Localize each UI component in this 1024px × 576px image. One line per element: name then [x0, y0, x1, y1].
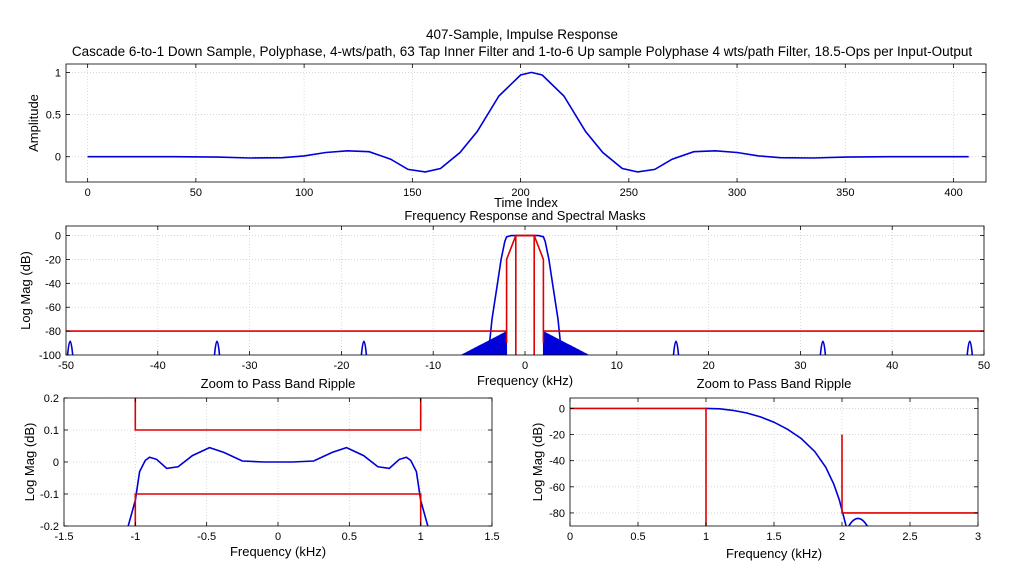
x-tick-label: 1 [703, 531, 709, 543]
y-tick-label: -40 [549, 456, 565, 468]
y-axis-label: Log Mag (dB) [18, 251, 33, 330]
x-tick-label: 50 [190, 187, 202, 199]
y-tick-label: -40 [45, 278, 61, 290]
sidelobe-group [360, 340, 368, 355]
plot-area [127, 398, 429, 526]
x-tick-label: 0.5 [342, 531, 357, 543]
sidelobe-group [66, 340, 74, 355]
y-tick-label: -80 [549, 508, 565, 520]
y-tick-label: -0.1 [40, 489, 59, 501]
x-tick-label: -10 [425, 360, 441, 372]
panel-title: Zoom to Pass Band Ripple [201, 376, 356, 391]
x-tick-label: 400 [944, 187, 962, 199]
spectral-skirt [542, 331, 589, 355]
x-axis-label: Frequency (kHz) [726, 546, 822, 561]
x-tick-label: 200 [511, 187, 529, 199]
x-tick-label: 350 [836, 187, 854, 199]
x-tick-label: 0 [567, 531, 573, 543]
x-tick-label: 150 [403, 187, 421, 199]
panel-title: Zoom to Pass Band Ripple [697, 376, 852, 391]
y-tick-label: 0 [55, 231, 61, 243]
sidelobe-group [213, 340, 221, 355]
x-tick-label: 1 [418, 531, 424, 543]
y-tick-label: 0.5 [46, 110, 61, 122]
x-axis-label: Time Index [494, 195, 558, 210]
x-tick-label: 0.5 [630, 531, 645, 543]
series-line-upper-mask [134, 398, 422, 431]
x-tick-label: 250 [620, 187, 638, 199]
series-line-impulse-response [87, 71, 969, 173]
stopband-sidelobes [848, 517, 868, 526]
figure-title-line2: Cascade 6-to-1 Down Sample, Polyphase, 4… [72, 44, 972, 59]
y-tick-label: -60 [45, 302, 61, 314]
x-tick-label: 20 [702, 360, 714, 372]
series-line-pass-band-ripple [127, 446, 429, 526]
inner-mask-line [514, 234, 536, 355]
x-axis-label: Frequency (kHz) [230, 544, 326, 559]
x-tick-label: -20 [333, 360, 349, 372]
x-tick-label: -0.5 [197, 531, 216, 543]
x-tick-label: 30 [794, 360, 806, 372]
x-tick-label: 40 [886, 360, 898, 372]
x-tick-label: 0 [275, 531, 281, 543]
series-line-lower-mask [134, 493, 422, 526]
x-tick-label: 0 [85, 187, 91, 199]
spectral-skirt [461, 331, 508, 355]
y-tick-label: 0.2 [44, 393, 59, 405]
y-tick-label: 1 [55, 67, 61, 79]
y-axis-label: Amplitude [26, 94, 41, 152]
plot-area [570, 407, 978, 526]
figure-title-line1: 407-Sample, Impulse Response [426, 27, 618, 42]
y-tick-label: -100 [39, 350, 61, 362]
y-tick-label: -60 [549, 482, 565, 494]
y-tick-label: 0 [559, 403, 565, 415]
x-tick-label: 300 [728, 187, 746, 199]
x-tick-label: 3 [975, 531, 981, 543]
y-tick-label: -20 [45, 254, 61, 266]
plot-area [66, 234, 984, 355]
roll-off-zoom-panel: 0 0.5 1 1.5 2 2.5 3 0 -20 -40 -60 -80 Zoom to Pass B… [530, 376, 981, 561]
frequency-response-panel: -50 -40 -30 -20 -10 0 10 20 30 40 500-20-40-60-80-… [18, 208, 990, 388]
y-tick-label: 0 [53, 457, 59, 469]
x-tick-label: 50 [978, 360, 990, 372]
axes-box [65, 225, 985, 356]
sidelobe-group [672, 340, 680, 355]
series-line-mask [570, 407, 707, 526]
y-tick-label: 0.1 [44, 425, 59, 437]
x-tick-label: 1.5 [484, 531, 499, 543]
x-axis-label: Frequency (kHz) [477, 373, 573, 388]
axes-box [65, 63, 987, 183]
x-tick-label: 10 [611, 360, 623, 372]
x-tick-label: 100 [295, 187, 313, 199]
y-tick-label: 0 [55, 152, 61, 164]
sidelobe-group [819, 340, 827, 355]
stop-mask-line [841, 434, 978, 514]
x-tick-label: -30 [242, 360, 258, 372]
panel-title: Frequency Response and Spectral Masks [404, 208, 646, 223]
x-tick-label: -40 [150, 360, 166, 372]
x-tick-label: 2.5 [902, 531, 917, 543]
x-tick-label: -1 [130, 531, 140, 543]
y-tick-label: -20 [549, 430, 565, 442]
series-line-roll-off-response [705, 407, 847, 526]
x-tick-label: 0 [522, 360, 528, 372]
pass-band-ripple-panel: -1.5 -1 -0.5 0 0.5 1 1.5 0.2 0.1 0 -0.1 -0.2 Zoom to… [22, 376, 500, 559]
y-axis-label: Log Mag (dB) [530, 423, 545, 502]
impulse-response-panel: 0 50 100 150 200 250 300 350 400 0 0.5 1 Time Index A… [26, 63, 987, 210]
plot-area [87, 71, 969, 173]
sidelobe-group [966, 340, 974, 355]
x-tick-label: -50 [58, 360, 74, 372]
y-tick-label: -0.2 [40, 521, 59, 533]
x-tick-label: 2 [839, 531, 845, 543]
x-tick-label: -1.5 [55, 531, 74, 543]
y-tick-label: -80 [45, 326, 61, 338]
y-axis-label: Log Mag (dB) [22, 423, 37, 502]
x-tick-label: 1.5 [766, 531, 781, 543]
